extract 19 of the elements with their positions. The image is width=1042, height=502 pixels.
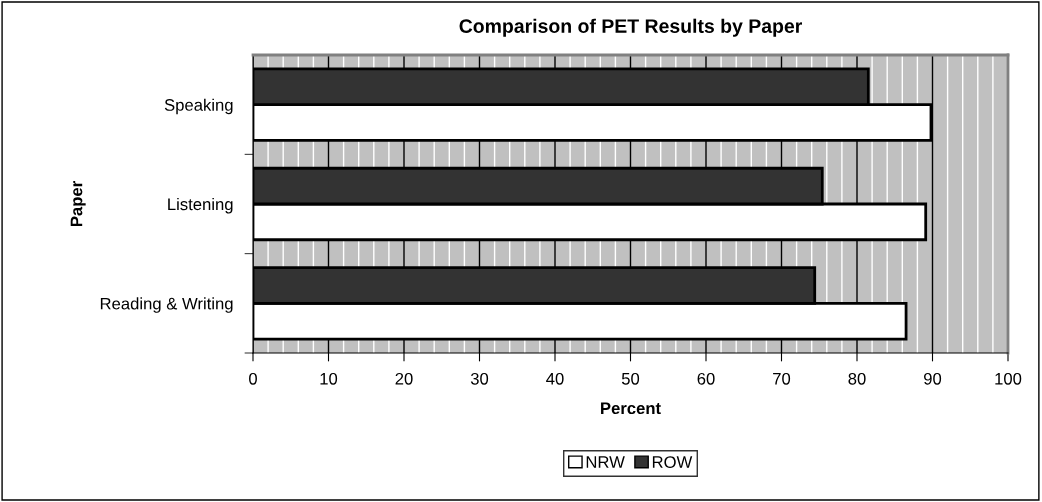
x-tick-label: 100 xyxy=(995,372,1022,385)
y-tick-label: Listening xyxy=(168,197,233,214)
x-tick-label: 60 xyxy=(697,372,715,385)
x-tick-label: 50 xyxy=(621,372,640,385)
chart-title: Comparison of PET Results by Paper xyxy=(459,18,803,37)
y-axis-title: Paper xyxy=(70,181,86,227)
x-tick-label: 40 xyxy=(546,372,564,385)
x-tick-label: 90 xyxy=(924,372,942,385)
x-tick-label: 0 xyxy=(249,372,257,385)
x-tick-label: 10 xyxy=(320,372,338,385)
legend-label: ROW xyxy=(652,456,693,468)
y-tick-label: Reading & Writing xyxy=(100,297,233,313)
x-tick-label: 80 xyxy=(848,372,866,385)
legend-label: NRW xyxy=(586,456,625,468)
x-axis-title: Percent xyxy=(601,402,661,415)
x-tick-label: 70 xyxy=(773,372,791,385)
y-tick-label: Speaking xyxy=(164,98,233,115)
x-tick-label: 20 xyxy=(395,372,413,385)
x-tick-label: 30 xyxy=(470,372,489,385)
